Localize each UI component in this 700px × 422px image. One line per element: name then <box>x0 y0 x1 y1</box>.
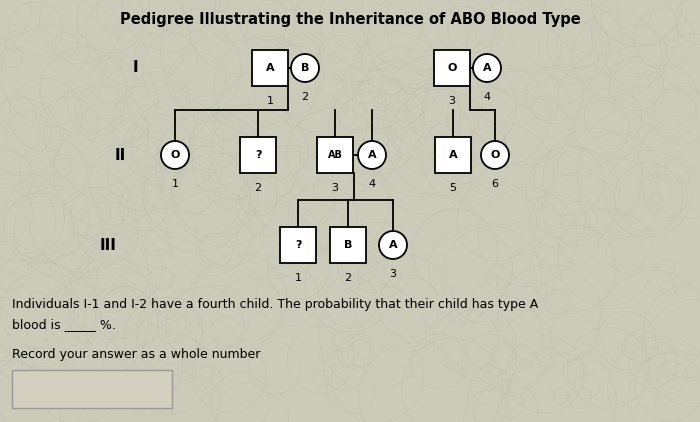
Ellipse shape <box>481 141 509 169</box>
FancyBboxPatch shape <box>280 227 316 263</box>
Text: B: B <box>344 240 352 250</box>
Text: A: A <box>449 150 457 160</box>
Ellipse shape <box>473 54 501 82</box>
Text: I: I <box>132 60 138 76</box>
Text: Pedigree Illustrating the Inheritance of ABO Blood Type: Pedigree Illustrating the Inheritance of… <box>120 12 580 27</box>
Text: 3: 3 <box>389 269 396 279</box>
Ellipse shape <box>358 141 386 169</box>
Text: blood is _____ %.: blood is _____ %. <box>12 318 116 331</box>
FancyBboxPatch shape <box>435 137 471 173</box>
Text: ?: ? <box>255 150 261 160</box>
FancyBboxPatch shape <box>330 227 366 263</box>
FancyBboxPatch shape <box>317 137 353 173</box>
Text: AB: AB <box>328 150 342 160</box>
FancyBboxPatch shape <box>252 50 288 86</box>
Text: 4: 4 <box>368 179 376 189</box>
Text: 1: 1 <box>172 179 178 189</box>
Text: B: B <box>301 63 309 73</box>
Text: 3: 3 <box>332 183 339 193</box>
Text: 2: 2 <box>254 183 262 193</box>
Text: ?: ? <box>295 240 301 250</box>
Text: 2: 2 <box>302 92 309 102</box>
Ellipse shape <box>161 141 189 169</box>
Text: Individuals I-1 and I-2 have a fourth child. The probability that their child ha: Individuals I-1 and I-2 have a fourth ch… <box>12 298 538 311</box>
FancyBboxPatch shape <box>240 137 276 173</box>
Text: 2: 2 <box>344 273 351 283</box>
Ellipse shape <box>291 54 319 82</box>
Text: 1: 1 <box>267 96 274 106</box>
Text: A: A <box>483 63 491 73</box>
Text: Record your answer as a whole number: Record your answer as a whole number <box>12 348 260 361</box>
Text: III: III <box>99 238 116 252</box>
Ellipse shape <box>379 231 407 259</box>
Text: O: O <box>447 63 456 73</box>
FancyBboxPatch shape <box>12 370 172 408</box>
Text: A: A <box>266 63 274 73</box>
Text: 6: 6 <box>491 179 498 189</box>
Text: A: A <box>368 150 377 160</box>
Text: A: A <box>389 240 398 250</box>
Text: 3: 3 <box>449 96 456 106</box>
Text: 1: 1 <box>295 273 302 283</box>
FancyBboxPatch shape <box>434 50 470 86</box>
Text: O: O <box>170 150 180 160</box>
Text: II: II <box>114 148 125 162</box>
Text: 5: 5 <box>449 183 456 193</box>
Text: 4: 4 <box>484 92 491 102</box>
Text: O: O <box>490 150 500 160</box>
